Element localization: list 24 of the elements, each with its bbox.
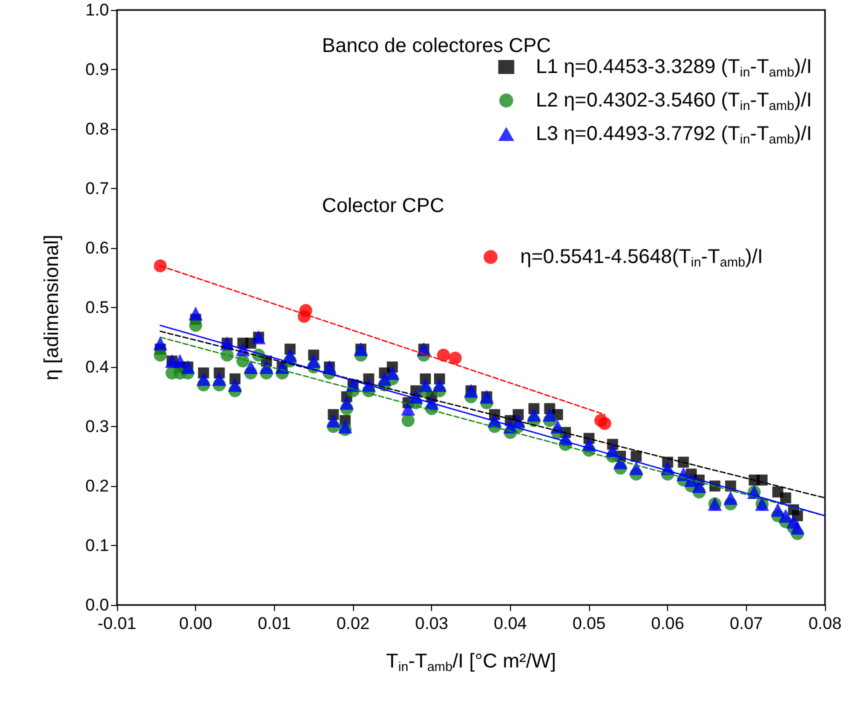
annotation: Colector CPC xyxy=(322,195,444,217)
y-tick-label: 0.9 xyxy=(85,60,109,79)
y-tick-label: 0.3 xyxy=(85,417,109,436)
x-tick-label: 0.05 xyxy=(572,614,606,633)
x-tick-label: 0.02 xyxy=(336,614,370,633)
x-tick-label: 0.03 xyxy=(415,614,448,633)
y-tick-label: 1.0 xyxy=(85,0,109,20)
y-tick-label: 0.4 xyxy=(85,358,109,376)
y-tick-label: 0.5 xyxy=(85,298,109,317)
x-tick-label: -0.01 xyxy=(98,614,136,633)
y-tick-label: 0.1 xyxy=(85,536,109,555)
y-tick-label: 0.6 xyxy=(85,238,109,258)
y-axis-title: η [adimensional] xyxy=(41,234,63,380)
x-tick-label: 0.04 xyxy=(494,614,527,633)
x-tick-label: 0.08 xyxy=(808,614,842,633)
y-tick-label: 0.2 xyxy=(85,476,109,496)
x-tick-label: 0.00 xyxy=(179,614,212,633)
y-tick-label: 0.7 xyxy=(85,179,109,198)
legend-title: Banco de colectores CPC xyxy=(322,35,552,57)
x-tick-label: 0.06 xyxy=(651,614,684,633)
x-tick-label: 0.07 xyxy=(730,614,763,633)
y-tick-label: 0.8 xyxy=(85,120,109,138)
y-tick-label: 0.0 xyxy=(85,596,109,614)
x-tick-label: 0.01 xyxy=(258,614,291,633)
